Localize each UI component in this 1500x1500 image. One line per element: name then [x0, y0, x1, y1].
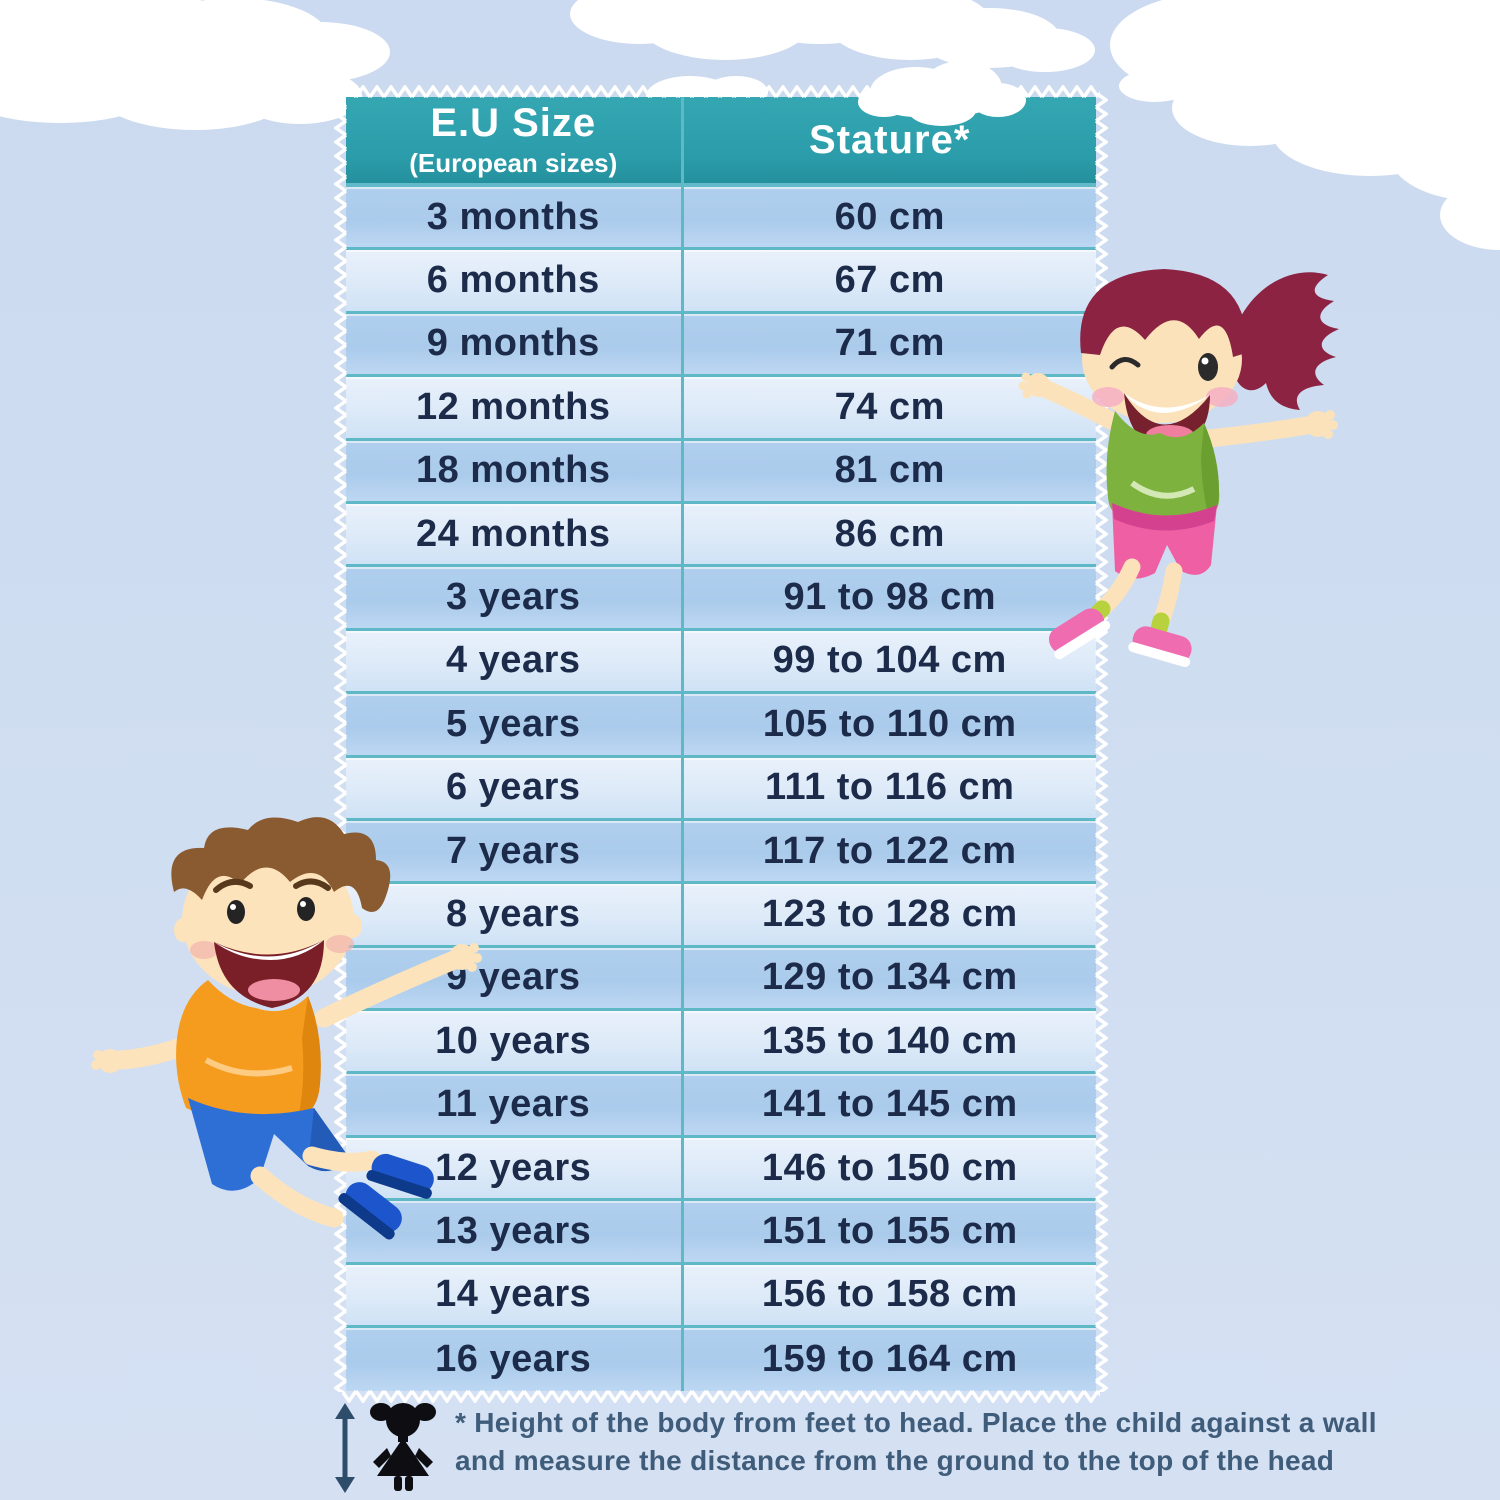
table-row: 10 years 135 to 140 cm	[346, 1011, 1096, 1075]
size-cell: 12 months	[346, 377, 684, 438]
zigzag-border-right	[1095, 93, 1108, 1392]
stature-cell: 111 to 116 cm	[765, 766, 1015, 809]
stature-cell: 67 cm	[834, 259, 945, 302]
stature-cell: 71 cm	[834, 322, 945, 365]
size-chart-table: E.U Size (European sizes) Stature* 3 mon…	[334, 85, 1108, 1404]
table-row: 8 years 123 to 128 cm	[346, 884, 1096, 948]
stature-cell: 81 cm	[834, 449, 945, 492]
girl-shoe	[1128, 626, 1192, 668]
stature-cell: 99 to 104 cm	[772, 639, 1007, 682]
stature-cell: 129 to 134 cm	[761, 956, 1018, 999]
table-row: 12 months 74 cm	[346, 377, 1096, 441]
size-cell: 6 years	[346, 757, 684, 818]
eu-size-subtitle: (European sizes)	[409, 148, 618, 178]
table-row: 11 years 141 to 145 cm	[346, 1074, 1096, 1138]
child-silhouette-icon	[370, 1403, 436, 1491]
girl-hair	[1080, 269, 1247, 357]
size-cell: 3 months	[346, 187, 684, 248]
table-row: 14 years 156 to 158 cm	[346, 1264, 1096, 1329]
height-double-arrow-icon	[335, 1403, 355, 1493]
size-cell: 8 years	[346, 884, 684, 945]
stature-cell: 156 to 158 cm	[761, 1273, 1018, 1316]
table-row: 9 months 71 cm	[346, 313, 1096, 378]
table-row: 6 years 111 to 116 cm	[346, 757, 1096, 821]
size-cell: 13 years	[346, 1201, 684, 1262]
size-cell: 5 years	[346, 694, 684, 755]
size-cell: 6 months	[346, 250, 684, 311]
size-cell: 10 years	[346, 1011, 684, 1072]
boy-shirt	[176, 980, 321, 1124]
girl-shirt	[1106, 411, 1220, 528]
table-row: 9 years 129 to 134 cm	[346, 947, 1096, 1012]
stature-title: Stature*	[809, 117, 971, 162]
girl-shorts	[1112, 503, 1217, 579]
table-row: 3 years 91 to 98 cm	[346, 567, 1096, 631]
stature-cell: 159 to 164 cm	[761, 1338, 1018, 1381]
size-cell: 18 months	[346, 440, 684, 501]
size-cell: 16 years	[346, 1328, 684, 1392]
table-row: 4 years 99 to 104 cm	[346, 630, 1096, 695]
stature-cell: 91 to 98 cm	[783, 576, 996, 619]
table-row: 3 months 60 cm	[346, 187, 1096, 251]
stature-cell: 60 cm	[834, 195, 945, 238]
size-cell: 12 years	[346, 1137, 684, 1199]
stature-cell: 141 to 145 cm	[761, 1083, 1018, 1126]
eu-size-title: E.U Size	[430, 101, 597, 145]
size-cell: 4 years	[346, 630, 684, 692]
table-row: 7 years 117 to 122 cm	[346, 820, 1096, 885]
size-cell: 24 months	[346, 503, 684, 565]
stature-cell: 135 to 140 cm	[761, 1019, 1018, 1062]
size-cell: 3 years	[346, 567, 684, 628]
stature-cell: 105 to 110 cm	[762, 702, 1017, 745]
size-cell: 9 years	[346, 947, 684, 1009]
size-cell: 11 years	[346, 1074, 684, 1135]
table-header: E.U Size (European sizes) Stature*	[346, 97, 1096, 187]
size-cell: 7 years	[346, 820, 684, 882]
table-row: 18 months 81 cm	[346, 440, 1096, 504]
stature-cell: 123 to 128 cm	[761, 892, 1018, 935]
footnote: * Height of the body from feet to head. …	[331, 1396, 1377, 1494]
girl-ponytail	[1227, 272, 1339, 410]
stature-cell: 74 cm	[834, 385, 945, 428]
table-row: 5 years 105 to 110 cm	[346, 694, 1096, 758]
footnote-line-1: * Height of the body from feet to head. …	[455, 1407, 1377, 1438]
stature-cell: 86 cm	[834, 512, 945, 555]
table-body: 3 months 60 cm 6 months 67 cm 9 months 71 c…	[346, 187, 1096, 1392]
table-row: 6 months 67 cm	[346, 250, 1096, 314]
footnote-line-2: and measure the distance from the ground…	[455, 1445, 1335, 1476]
size-cell: 14 years	[346, 1264, 684, 1326]
table-row: 24 months 86 cm	[346, 503, 1096, 568]
table-row: 12 years 146 to 150 cm	[346, 1137, 1096, 1202]
size-cell: 9 months	[346, 313, 684, 375]
header-stature: Stature*	[684, 97, 1097, 183]
header-eu-size: E.U Size (European sizes)	[346, 97, 684, 183]
boy-shorts	[188, 1098, 348, 1191]
stature-cell: 117 to 122 cm	[762, 829, 1017, 872]
stature-cell: 146 to 150 cm	[761, 1146, 1018, 1189]
table-row: 13 years 151 to 155 cm	[346, 1201, 1096, 1265]
table-row: 16 years 159 to 164 cm	[346, 1328, 1096, 1392]
girl-head	[1082, 295, 1242, 423]
boy-head	[182, 844, 354, 996]
stature-cell: 151 to 155 cm	[761, 1209, 1018, 1252]
